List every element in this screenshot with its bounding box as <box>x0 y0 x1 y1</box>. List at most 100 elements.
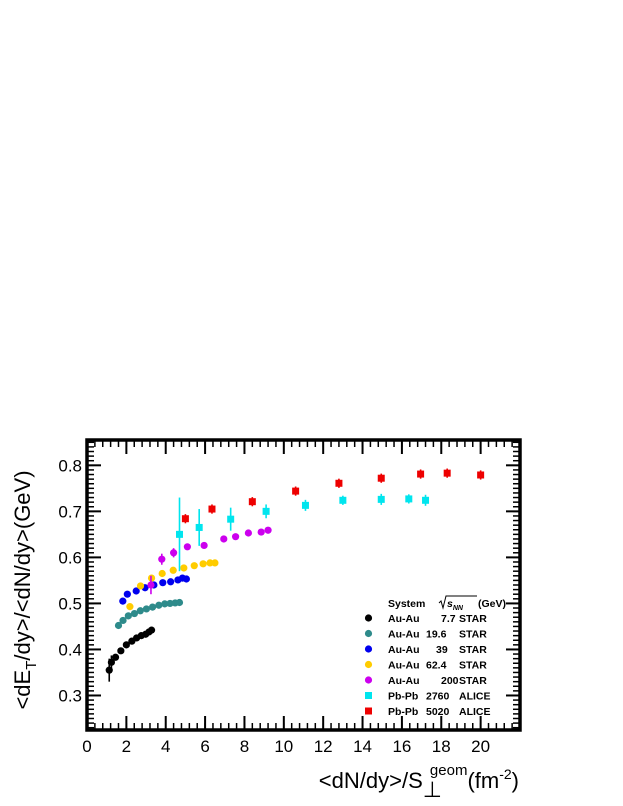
data-point <box>161 600 169 608</box>
y-tick-label: 0.7 <box>58 502 82 521</box>
data-point <box>231 533 240 541</box>
legend-marker <box>364 660 373 669</box>
legend-marker <box>364 676 373 684</box>
data-point <box>200 541 208 550</box>
data-point <box>159 579 167 587</box>
legend-header: System <box>388 598 425 610</box>
data-point <box>377 474 385 482</box>
data-point <box>119 616 127 625</box>
legend-header-energy: sNN <box>447 598 464 612</box>
data-point <box>227 515 235 523</box>
legend-system: Au-Au <box>388 629 420 641</box>
x-tick-label: 20 <box>471 737 490 756</box>
data-point <box>220 535 228 543</box>
data-point <box>167 578 175 586</box>
x-tick-label: 14 <box>353 737 372 756</box>
data-point <box>248 498 256 506</box>
legend-system: Pb-Pb <box>388 706 418 718</box>
x-tick-label: 12 <box>314 737 333 756</box>
legend-energy: 2760 <box>426 691 450 703</box>
legend-energy: 19.6 <box>426 629 447 641</box>
data-point <box>244 529 252 537</box>
y-tick-label: 0.6 <box>58 548 82 567</box>
data-point <box>123 590 131 598</box>
data-point <box>136 607 144 615</box>
data-point <box>199 560 207 568</box>
data-point <box>119 597 127 605</box>
data-point <box>211 559 219 567</box>
legend-experiment: STAR <box>459 675 487 687</box>
data-point <box>405 495 413 503</box>
data-point <box>264 526 272 534</box>
data-point <box>182 575 190 583</box>
y-tick-label: 0.3 <box>58 686 82 705</box>
data-point <box>339 496 347 504</box>
legend-experiment: STAR <box>459 613 487 625</box>
x-tick-label: 10 <box>274 737 293 756</box>
series <box>114 598 184 630</box>
legend-experiment: ALICE <box>459 691 491 703</box>
data-point <box>257 528 265 536</box>
data-point <box>175 598 184 607</box>
legend-header-unit: (GeV) <box>478 598 506 610</box>
data-point <box>122 641 130 649</box>
x-tick-label: 16 <box>392 737 411 756</box>
legend-entry: Au-Au 62.4 STAR <box>364 660 487 672</box>
x-tick-label: 8 <box>240 737 249 756</box>
legend-marker <box>364 629 373 638</box>
data-point <box>206 559 214 567</box>
data-point <box>417 470 425 478</box>
legend-entry: Au-Au 7.7 STAR <box>364 613 487 625</box>
data-point <box>155 601 163 609</box>
legend-entry: Pb-Pb 5020 ALICE <box>365 706 491 718</box>
legend-system: Au-Au <box>388 644 420 656</box>
data-point <box>477 471 485 479</box>
y-tick-label: 0.5 <box>58 594 82 613</box>
data-point <box>169 566 177 574</box>
data-point <box>158 569 166 578</box>
legend-entry: Au-Au 200 STAR <box>364 675 487 687</box>
data-point <box>181 515 189 523</box>
data-point <box>114 621 123 630</box>
data-point <box>180 564 188 572</box>
legend-energy: 62.4 <box>426 660 447 672</box>
plot-frame <box>85 438 522 732</box>
legend-entry: Au-Au 19.6 STAR <box>364 629 487 641</box>
x-tick-label: 0 <box>82 737 91 756</box>
data-point <box>147 626 156 634</box>
legend-energy: 200 <box>441 675 459 687</box>
y-tick-label: 0.4 <box>58 640 82 659</box>
x-tick-label: 18 <box>432 737 451 756</box>
legend-system: Au-Au <box>388 660 420 672</box>
legend-entry: Pb-Pb 2760 ALICE <box>365 691 491 703</box>
data-point <box>158 555 166 563</box>
series <box>176 493 430 572</box>
legend-energy: 7.7 <box>441 613 456 625</box>
data-point <box>170 549 178 557</box>
data-point <box>195 523 203 531</box>
data-point <box>111 653 120 661</box>
data-point <box>132 587 140 595</box>
sqrt-sign <box>438 595 477 610</box>
y-tick-label: 0.8 <box>58 456 82 475</box>
data-point <box>142 605 151 613</box>
data-point <box>190 562 198 570</box>
series <box>105 626 156 682</box>
legend-system: Au-Au <box>388 613 420 625</box>
data-point <box>117 647 125 655</box>
legend-system: Pb-Pb <box>388 691 418 703</box>
legend-marker <box>364 614 373 622</box>
data-point <box>176 530 184 538</box>
data-point <box>148 603 157 611</box>
x-tick-label: 6 <box>200 737 209 756</box>
x-tick-label: 2 <box>122 737 131 756</box>
legend-energy: 39 <box>436 644 448 656</box>
data-point <box>147 581 155 589</box>
data-point <box>443 469 451 477</box>
legend-energy: 5020 <box>426 706 450 718</box>
x-tick-label: 4 <box>161 737 170 756</box>
legend-system: Au-Au <box>388 675 420 687</box>
